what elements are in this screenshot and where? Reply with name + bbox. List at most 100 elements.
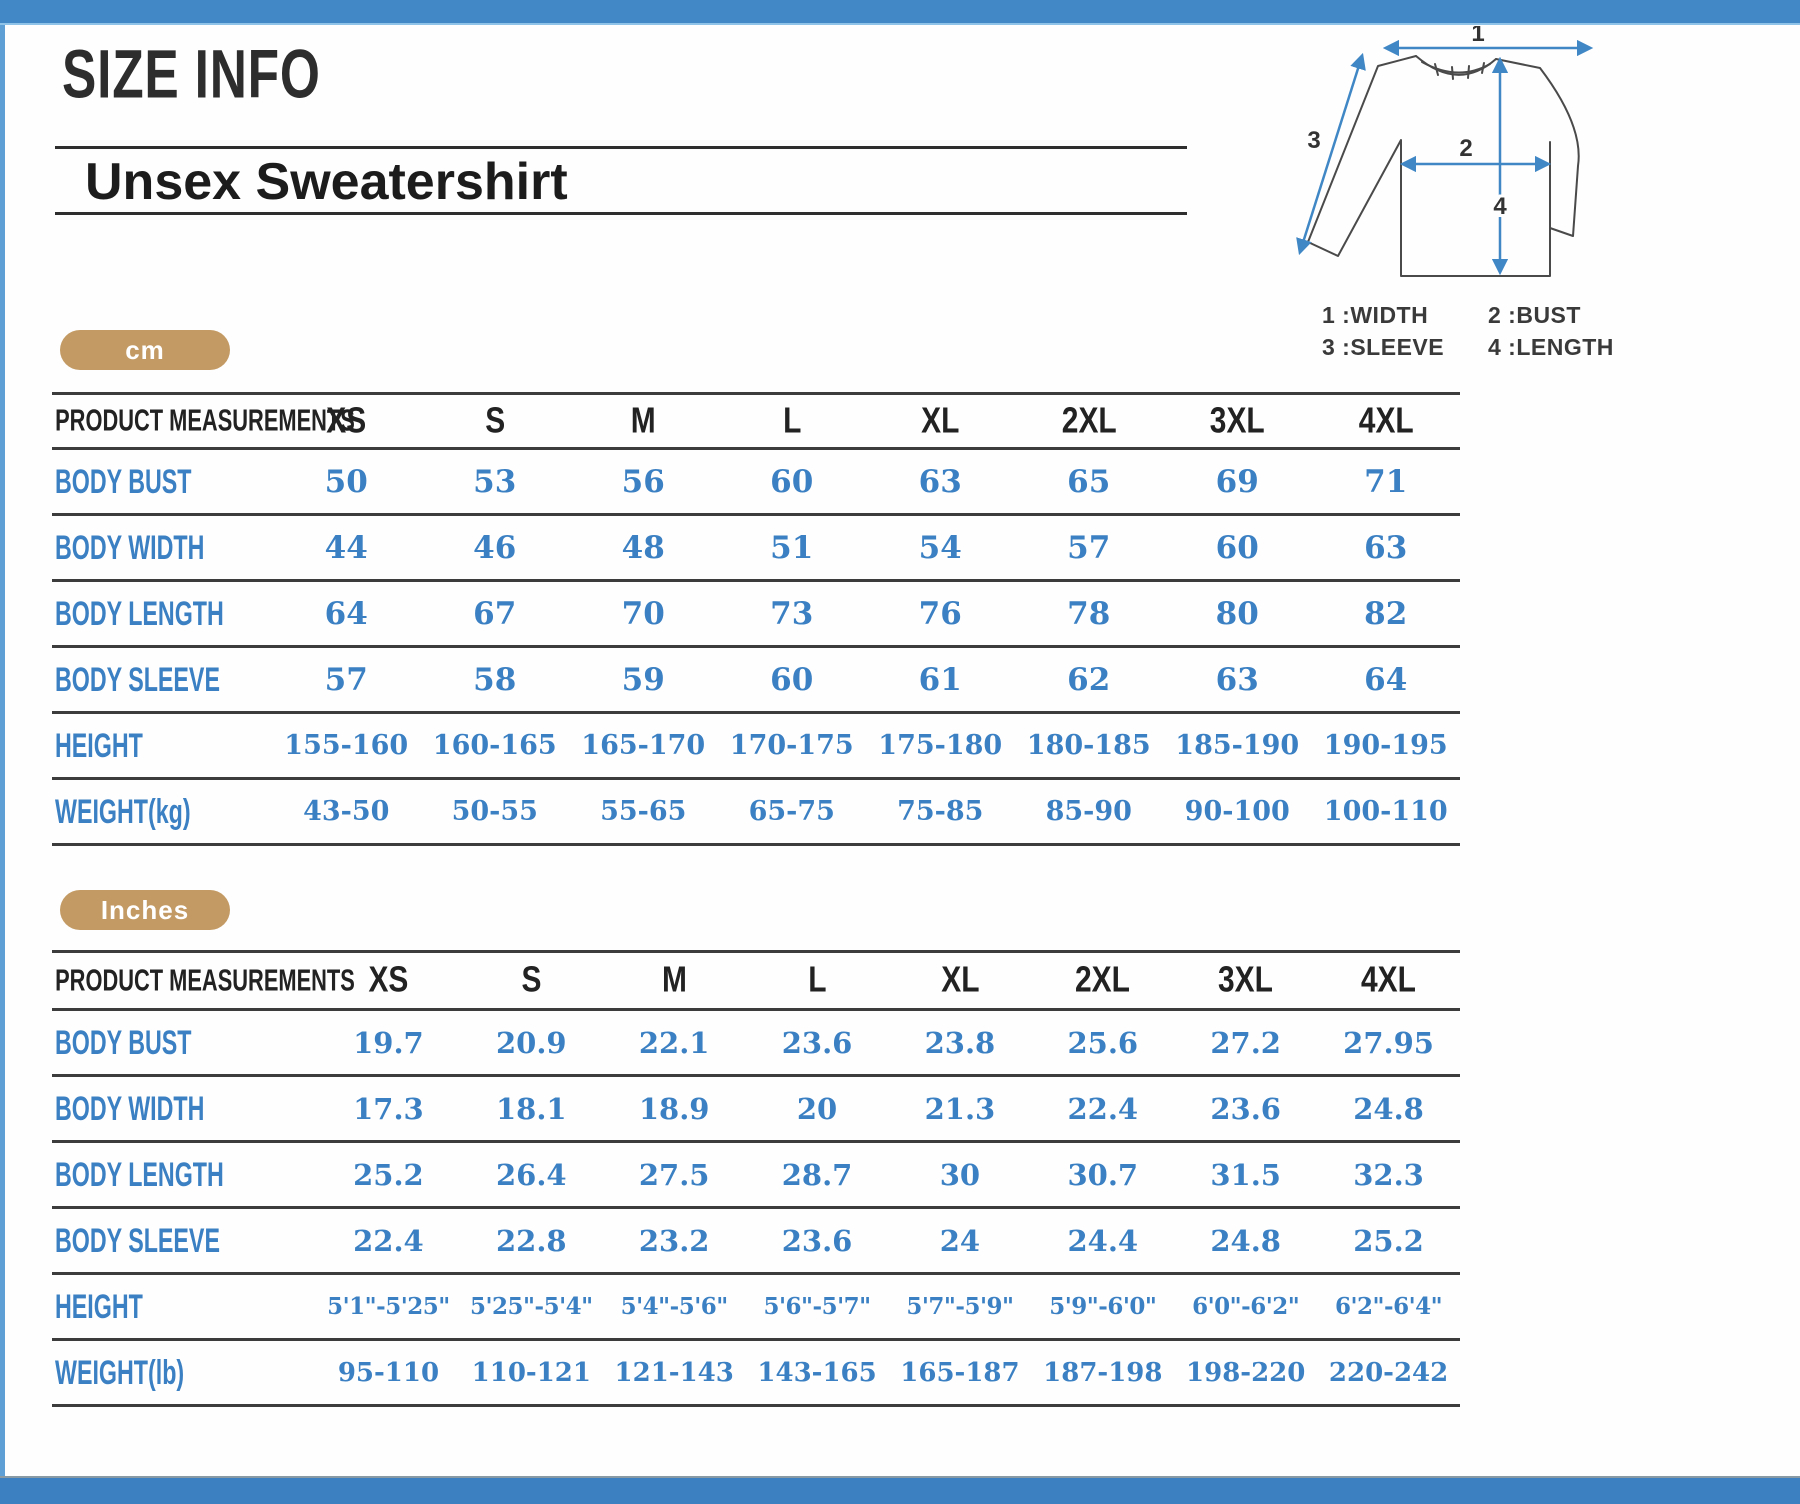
value-body-bust-4xl: 27.95 (1343, 1025, 1434, 1060)
size-column-header-m: M (630, 400, 656, 441)
size-column-header-s: S (521, 960, 542, 1000)
row-label-height: HEIGHT (55, 1286, 143, 1326)
value-weight-lb-s: 110-121 (471, 1357, 591, 1388)
size-column-header-2xl: 2XL (1075, 960, 1131, 1000)
value-body-sleeve-xs: 57 (324, 661, 368, 698)
value-body-bust-2xl: 25.6 (1067, 1025, 1139, 1060)
bottom-accent-bar (0, 1476, 1800, 1504)
value-body-sleeve-l: 23.6 (781, 1223, 853, 1258)
value-weight-lb-l: 143-165 (757, 1357, 877, 1388)
value-body-sleeve-m: 59 (621, 661, 665, 698)
shirt-collar-ribs (1434, 62, 1485, 80)
left-accent-strip (0, 25, 5, 1478)
table-row-height: HEIGHT 5'1"-5'25" 5'25"-5'4" 5'4"-5'6" 5'6"-… (52, 1275, 1460, 1341)
value-body-length-xl: 30 (939, 1157, 981, 1192)
sweatshirt-outline-icon: 1 2 3 4 (1296, 17, 1594, 277)
value-body-length-4xl: 32.3 (1353, 1157, 1424, 1192)
unit-badge-inches: Inches (60, 890, 230, 930)
value-body-bust-m: 56 (621, 463, 665, 500)
size-column-header-l: L (807, 960, 827, 1000)
value-body-length-2xl: 78 (1067, 595, 1111, 632)
value-body-bust-m: 22.1 (638, 1025, 710, 1060)
value-body-sleeve-s: 22.8 (495, 1223, 567, 1258)
table-row-body-width: BODY WIDTH 17.3 18.1 18.9 20 21.3 22.4 23.6 24.8 (52, 1077, 1460, 1143)
value-body-length-s: 67 (473, 595, 517, 632)
value-body-bust-xs: 19.7 (353, 1025, 424, 1060)
value-body-sleeve-m: 23.2 (638, 1223, 710, 1258)
value-body-bust-xl: 23.8 (924, 1025, 996, 1060)
value-height-m: 165-170 (581, 730, 706, 761)
value-body-width-s: 46 (473, 529, 517, 566)
value-body-bust-s: 53 (473, 463, 517, 500)
subtitle-top-rule (55, 146, 1187, 149)
value-body-bust-xs: 50 (324, 463, 368, 500)
value-body-width-xl: 21.3 (924, 1091, 996, 1126)
value-weight-kg-4xl: 100-110 (1323, 796, 1448, 827)
value-weight-lb-xl: 165-187 (900, 1357, 1020, 1388)
size-column-header-xl: XL (921, 400, 960, 441)
value-body-bust-xl: 63 (918, 463, 962, 500)
legend-item-bust: 2 :BUST (1488, 302, 1581, 328)
table-row-height: HEIGHT 155-160 160-165 165-170 170-175 175-18… (52, 714, 1460, 780)
size-column-header-s: S (484, 400, 505, 441)
row-label-body-width: BODY WIDTH (55, 527, 205, 567)
table-row-body-bust: BODY BUST 50 53 56 60 63 65 69 71 (52, 450, 1460, 516)
value-weight-lb-3xl: 198-220 (1186, 1357, 1306, 1388)
value-body-bust-2xl: 65 (1067, 463, 1111, 500)
table-row-weight-kg: WEIGHT(kg) 43-50 50-55 55-65 65-75 75-85 85-90… (52, 780, 1460, 846)
row-label-body-sleeve: BODY SLEEVE (55, 1220, 220, 1260)
size-column-header-3xl: 3XL (1218, 960, 1274, 1000)
size-column-header-4xl: 4XL (1358, 400, 1414, 441)
measurements-header-row: PRODUCT MEASUREMENTS XS S M L XL 2XL 3XL 4XL (52, 395, 1460, 450)
product-measurements-label: PRODUCT MEASUREMENTS (55, 963, 355, 997)
size-column-header-4xl: 4XL (1361, 960, 1416, 1000)
value-height-3xl: 6'0"-6'2" (1192, 1293, 1300, 1320)
value-body-bust-3xl: 69 (1215, 463, 1259, 500)
diagram-legend: 1 :WIDTH 2 :BUST 3 :SLEEVE 4 :LENGTH (1322, 302, 1614, 361)
value-body-length-2xl: 30.7 (1067, 1157, 1139, 1192)
value-weight-kg-s: 50-55 (451, 796, 538, 827)
value-body-bust-l: 23.6 (781, 1025, 853, 1060)
value-body-width-l: 51 (770, 529, 814, 566)
value-body-sleeve-3xl: 24.8 (1210, 1223, 1281, 1258)
value-body-width-4xl: 63 (1364, 529, 1408, 566)
value-height-s: 160-165 (432, 730, 557, 761)
row-label-body-sleeve: BODY SLEEVE (55, 659, 220, 699)
value-body-length-xs: 64 (324, 595, 368, 632)
value-height-xs: 5'1"-5'25" (327, 1293, 450, 1320)
width-arrow-label: 1 (1471, 26, 1484, 47)
value-height-4xl: 190-195 (1323, 730, 1448, 761)
measurements-header-row: PRODUCT MEASUREMENTS XS S M L XL 2XL 3XL 4XL (52, 953, 1460, 1011)
page-subtitle: Unsex Sweatershirt (85, 153, 568, 211)
size-column-header-2xl: 2XL (1061, 400, 1117, 441)
value-body-length-4xl: 82 (1364, 595, 1408, 632)
value-body-width-3xl: 23.6 (1210, 1091, 1281, 1126)
value-weight-kg-xs: 43-50 (303, 796, 390, 827)
row-label-body-length: BODY LENGTH (55, 593, 224, 633)
sleeve-arrow-label: 3 (1307, 127, 1320, 154)
product-measurements-label: PRODUCT MEASUREMENTS (55, 403, 355, 438)
value-weight-lb-m: 121-143 (614, 1357, 734, 1388)
row-label-body-bust: BODY BUST (55, 461, 192, 501)
value-body-width-s: 18.1 (495, 1091, 567, 1126)
row-label-weight-kg: WEIGHT(kg) (55, 791, 191, 831)
value-body-sleeve-2xl: 62 (1067, 661, 1111, 698)
bust-arrow-label: 2 (1459, 135, 1472, 162)
value-height-4xl: 6'2"-6'4" (1335, 1293, 1443, 1320)
value-body-bust-s: 20.9 (495, 1025, 567, 1060)
value-weight-kg-l: 65-75 (748, 796, 835, 827)
value-body-length-s: 26.4 (495, 1157, 567, 1192)
value-body-sleeve-l: 60 (770, 661, 814, 698)
value-weight-kg-3xl: 90-100 (1184, 796, 1290, 827)
value-body-width-xs: 17.3 (353, 1091, 424, 1126)
value-body-length-xl: 76 (918, 595, 962, 632)
value-height-xl: 175-180 (878, 730, 1003, 761)
value-height-xl: 5'7"-5'9" (906, 1293, 1014, 1320)
value-body-width-l: 20 (796, 1091, 838, 1126)
size-column-header-xs: XS (326, 400, 367, 441)
row-label-body-bust: BODY BUST (55, 1022, 192, 1062)
value-body-length-3xl: 80 (1215, 595, 1259, 632)
value-body-sleeve-3xl: 63 (1215, 661, 1259, 698)
value-body-bust-l: 60 (770, 463, 814, 500)
